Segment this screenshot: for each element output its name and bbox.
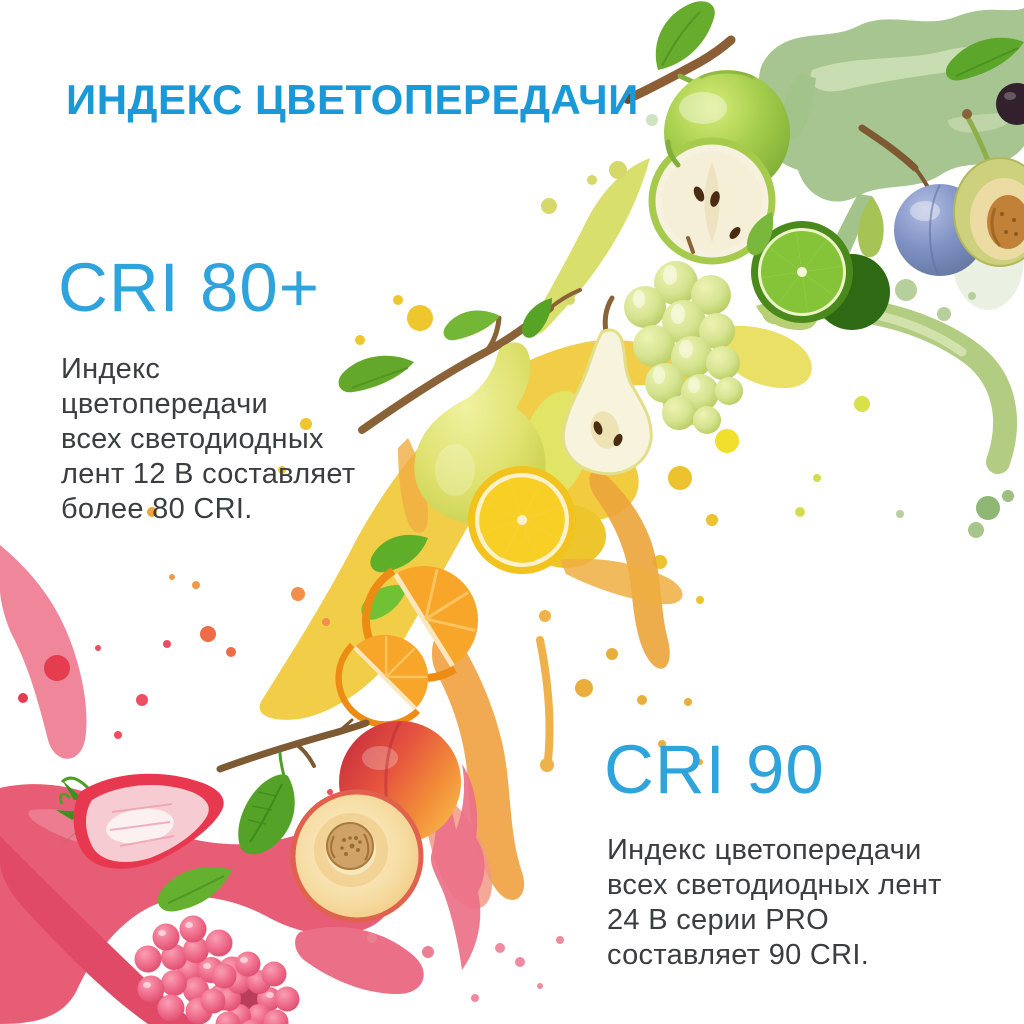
mint-leaf-icon <box>238 751 295 855</box>
branch-twig-icon <box>216 718 370 773</box>
cri-80-description: Индекс цветопередачи всех светодиодных л… <box>61 353 356 525</box>
apple-half-icon <box>648 137 776 265</box>
green-grapes-icon <box>624 236 743 434</box>
orange-wedge-icon <box>335 566 478 728</box>
strawberry-half-icon <box>56 773 224 869</box>
cri-80-heading: CRI 80+ <box>58 249 321 326</box>
juice-splash-orange-icon <box>398 438 703 900</box>
lime-slice-icon <box>746 212 890 330</box>
leaf-icon <box>945 37 1024 81</box>
cri-90-description: Индекс цветопередачи всех светодиодных л… <box>607 834 942 971</box>
raspberry-icon <box>134 915 300 1024</box>
page-title: ИНДЕКС ЦВЕТОПЕРЕДАЧИ <box>66 76 639 123</box>
cherry-icon <box>996 83 1024 125</box>
pear-half-icon <box>561 295 653 476</box>
lemon-slice-icon <box>468 466 576 574</box>
peach-half-icon <box>290 789 424 923</box>
leaf-icon <box>157 866 232 912</box>
cri-90-heading: CRI 90 <box>604 731 825 808</box>
plum-half-icon <box>953 157 1024 267</box>
leaf-icon <box>655 1 715 70</box>
pear-branch-icon <box>338 288 582 434</box>
